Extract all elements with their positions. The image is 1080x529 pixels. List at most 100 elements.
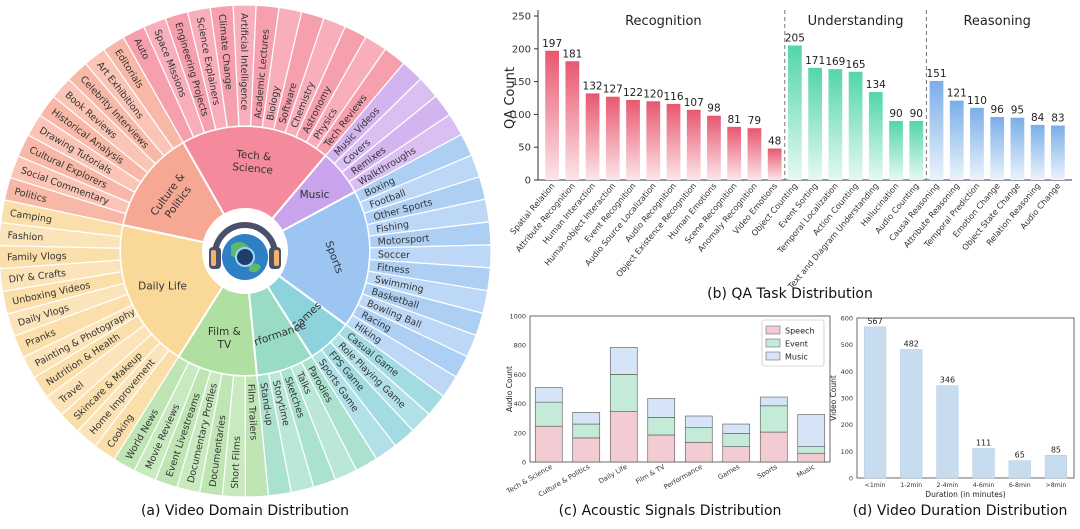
inner-label-film-tv: Film & TV (208, 326, 241, 351)
vd-value-label: 482 (904, 339, 919, 348)
ac-bar-daily-life-music (609, 347, 638, 375)
qa-group-title-reasoning: Reasoning (963, 14, 1030, 29)
qa-bar-object-state-change (1010, 117, 1025, 180)
ac-bar-daily-life-event (609, 374, 638, 412)
vd-category-label: 2-4min (937, 482, 959, 489)
qa-value-label: 151 (926, 68, 946, 80)
vd-bar-1-2min (900, 349, 923, 479)
qa-value-label: 84 (1031, 112, 1045, 124)
caption-video-domain: (a) Video Domain Distribution (140, 503, 350, 519)
vd-value-label: 111 (976, 438, 991, 447)
vd-ytick-label: 300 (841, 395, 853, 403)
vd-plot-frame (856, 317, 1075, 479)
inner-label-daily-life: Daily Life (138, 280, 187, 292)
qa-bar-causal-reasoning (929, 80, 944, 180)
camera-lens (235, 247, 255, 267)
ac-ytick-label: 800 (514, 342, 526, 350)
qa-value-label: 122 (623, 87, 643, 99)
qa-bar-temporal-localization (828, 69, 843, 180)
ac-bar-daily-life-speech (609, 411, 638, 463)
qa-value-label: 171 (805, 55, 825, 67)
vd-bar-4-6min (972, 448, 995, 479)
vd-x-axis-label: Duration (in minutes) (925, 490, 1005, 499)
qa-value-label: 169 (825, 56, 845, 68)
leaf-label-short-films: Short Films (230, 436, 243, 489)
qa-group-title-understanding: Understanding (808, 14, 904, 29)
qa-bar-audio-source-localization (646, 101, 661, 180)
qa-bar-object-existence-recognition (686, 109, 701, 180)
qa-value-label: 81 (728, 114, 741, 126)
ac-bar-tech-science-music (534, 387, 563, 403)
qa-value-label: 165 (846, 59, 866, 71)
ac-legend-swatch-event (765, 338, 781, 348)
qa-ytick-label: 200 (512, 44, 531, 55)
vd-ytick-label: 400 (841, 368, 853, 376)
qa-value-label: 197 (542, 38, 562, 50)
qa-bar-action-counting (848, 71, 863, 180)
vd-category-label: 6-8min (1009, 482, 1031, 489)
ac-bar-tech-science-event (534, 401, 563, 427)
qa-bar-scene-recognition (727, 126, 742, 180)
leaf-label-fitness: Fitness (376, 262, 410, 277)
ac-bar-performance-music (684, 415, 713, 428)
qa-bar-event-recognition (626, 99, 640, 180)
qa-value-label: 83 (1051, 113, 1064, 125)
ac-bar-sports-music (759, 396, 788, 407)
vd-value-label: 567 (867, 317, 882, 326)
qa-value-label: 132 (583, 80, 603, 92)
vd-y-axis-label: Video Count (829, 375, 838, 421)
qa-bar-human-interaction (585, 93, 600, 180)
headband (212, 222, 278, 258)
ac-y-axis-label: Audio Count (505, 366, 514, 412)
qa-bar-object-counting (788, 45, 802, 180)
leaf-label-artificial-intelligence: Artificial Intelligence (238, 13, 249, 111)
qa-value-label: 90 (889, 108, 902, 120)
ac-ytick-label: 1000 (509, 313, 526, 321)
qa-bar-temporal-prediction (970, 107, 984, 180)
qa-value-label: 98 (707, 103, 720, 115)
leaf-label-motorsport: Motorsport (377, 233, 430, 248)
qa-ytick-label: 100 (512, 110, 531, 121)
right-earcup-pad (274, 250, 279, 266)
ac-ytick-label: 600 (514, 371, 526, 379)
qa-bar-attribute-reasoning (949, 100, 964, 180)
vd-bar-8min (1044, 455, 1068, 479)
qa-bar-audio-recognition (666, 103, 681, 180)
qa-y-axis-label: QA Count (503, 67, 518, 129)
vd-category-label: <1min (865, 482, 886, 489)
qa-group-title-recognition: Recognition (625, 14, 702, 29)
leaf-label-film-trailers: Film Trailers (245, 384, 259, 441)
ac-legend-label-music: Music (785, 353, 808, 362)
ac-ytick-label: 200 (514, 429, 526, 437)
ac-bar-film-tv-music (647, 398, 676, 418)
leaf-label-family-vlogs: Family Vlogs (7, 251, 67, 263)
caption-acoustic-signals: (c) Acoustic Signals Distribution (558, 503, 782, 519)
qa-value-label: 120 (643, 88, 663, 100)
ac-legend-label-event: Event (785, 340, 808, 349)
inner-label-tech-science: Tech &Science (232, 148, 275, 177)
vd-ytick-label: 200 (841, 421, 853, 429)
qa-value-label: 95 (1011, 105, 1024, 117)
leaf-label-fashion: Fashion (7, 230, 44, 243)
headphones-globe-icon (203, 209, 287, 293)
vd-ytick-label: 0 (849, 475, 853, 483)
qa-bar-human-emotions (707, 115, 721, 180)
leaf-segment-camping (0, 199, 124, 238)
vd-value-label: 65 (1015, 451, 1025, 460)
qa-value-label: 96 (991, 104, 1005, 116)
vd-bar-6-8min (1008, 460, 1031, 479)
qa-bar-video-emotions (767, 148, 782, 180)
leaf-label-soccer: Soccer (378, 249, 410, 261)
qa-bar-human-object-interaction (605, 96, 620, 180)
ac-legend-swatch-music (765, 351, 781, 361)
qa-ytick-label: 50 (518, 143, 531, 154)
qa-bar-audio-counting (909, 120, 924, 180)
vd-value-label: 346 (940, 376, 955, 385)
caption-qa-task: (b) QA Task Distribution (707, 286, 873, 302)
ac-bar-games-music (722, 423, 751, 434)
